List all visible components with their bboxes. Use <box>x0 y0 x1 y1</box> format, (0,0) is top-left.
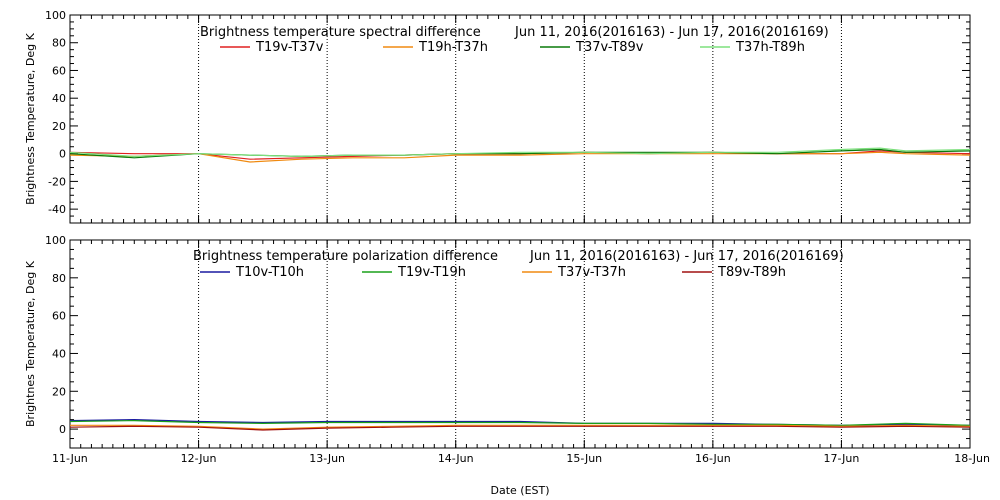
spectral-series-line-t37h-t89h <box>69 147 971 158</box>
spectral-difference-panel: -40 -20 0 20 40 60 80 100 Brightness temperatur… <box>24 9 971 224</box>
spectral-x-ticks <box>69 15 971 223</box>
polarization-legend-label: T19v-T19h <box>397 265 466 280</box>
xtick-label: 18-Jun <box>954 452 990 465</box>
polarization-date-range: Jun 11, 2016(2016163) - Jun 17, 2016(201… <box>529 249 844 264</box>
spectral-legend-label: T19v-T37v <box>255 40 324 55</box>
polarization-series-line-t89v-t89h <box>69 425 971 431</box>
xtick-label: 13-Jun <box>309 452 345 465</box>
xtick-label: 16-Jun <box>695 452 731 465</box>
polarization-legend: T10v-T10h T19v-T19h T37v-T37h T89v-T89h <box>200 265 786 280</box>
polarization-series-line-t19v-t19h <box>69 419 971 426</box>
polarization-difference-panel: 0 20 40 60 80 100 11-Jun 12-Jun 13-Jun 14-Jun 15-… <box>24 234 990 497</box>
spectral-series-lines <box>69 147 971 163</box>
spectral-date-range: Jun 11, 2016(2016163) - Jun 17, 2016(201… <box>514 25 829 40</box>
polarization-ytick-label: 40 <box>52 347 66 360</box>
polarization-ytick-label: 80 <box>52 272 66 285</box>
spectral-ytick-label: 0 <box>59 148 66 161</box>
spectral-chart-title: Brightness temperature spectral differen… <box>200 25 481 40</box>
xtick-label: 14-Jun <box>438 452 474 465</box>
polarization-y-axis-title: Brightnes Temperature, Deg K <box>24 260 37 427</box>
spectral-legend-label: T37h-T89h <box>735 40 805 55</box>
polarization-legend-label: T37v-T37h <box>557 265 626 280</box>
polarization-ytick-label: 100 <box>45 234 66 247</box>
spectral-ytick-label: 60 <box>52 64 66 77</box>
polarization-series-line-t37v-t37h <box>70 424 971 430</box>
polarization-legend-label: T10v-T10h <box>235 265 304 280</box>
xtick-label: 12-Jun <box>181 452 217 465</box>
xtick-label: 11-Jun <box>52 452 88 465</box>
polarization-legend-label: T89v-T89h <box>717 265 786 280</box>
spectral-ytick-label: 80 <box>52 37 66 50</box>
spectral-y-axis-title: Brightness Temperature, Deg K <box>24 32 37 204</box>
xtick-label: 15-Jun <box>566 452 602 465</box>
spectral-ytick-label: 20 <box>52 120 66 133</box>
spectral-legend-label: T37v-T89v <box>575 40 644 55</box>
x-axis-title: Date (EST) <box>490 484 549 497</box>
polarization-series-lines <box>69 418 971 431</box>
spectral-ytick-label: 40 <box>52 92 66 105</box>
polarization-ytick-label: 0 <box>59 423 66 436</box>
spectral-series-line-t19h-t37h <box>69 151 971 163</box>
spectral-legend-label: T19h-T37h <box>418 40 488 55</box>
spectral-legend: T19v-T37v T19h-T37h T37v-T89v T37h-T89h <box>220 40 805 55</box>
spectral-ytick-label: 100 <box>45 9 66 22</box>
polarization-ytick-label: 20 <box>52 385 66 398</box>
polarization-x-ticks: 11-Jun 12-Jun 13-Jun 14-Jun 15-Jun 16-Jun 17-J… <box>52 240 990 465</box>
polarization-ytick-label: 60 <box>52 310 66 323</box>
xtick-label: 17-Jun <box>824 452 860 465</box>
polarization-y-ticks: 0 20 40 60 80 100 <box>45 234 970 449</box>
spectral-ytick-label: -20 <box>48 175 66 188</box>
spectral-ytick-label: -40 <box>48 203 66 216</box>
polarization-chart-title: Brightness temperature polarization diff… <box>193 249 498 264</box>
